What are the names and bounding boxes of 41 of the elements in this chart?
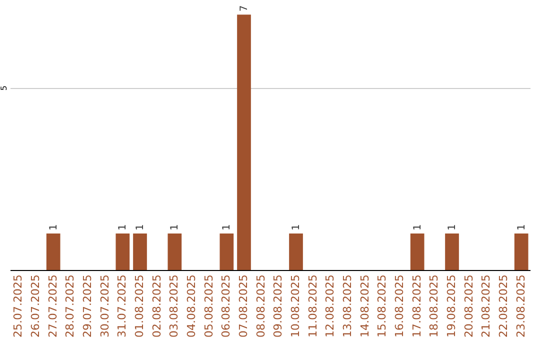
data-label: 1 xyxy=(516,224,528,231)
x-tick-label: 01.08.2025 xyxy=(133,274,146,338)
x-tick-label: 18.08.2025 xyxy=(428,274,441,338)
data-label: 1 xyxy=(170,224,181,231)
x-tick-label: 27.07.2025 xyxy=(46,274,60,338)
y-tick-label: 5 xyxy=(0,86,8,91)
data-label: 1 xyxy=(291,224,302,231)
data-label: 1 xyxy=(118,224,129,231)
x-tick-label: 22.08.2025 xyxy=(497,274,510,338)
data-label: 1 xyxy=(412,224,424,231)
x-tick-label: 29.07.2025 xyxy=(81,274,94,338)
x-tick-label: 19.08.2025 xyxy=(445,274,458,338)
x-tick-label: 14.08.2025 xyxy=(358,274,372,338)
x-tick-label: 21.08.2025 xyxy=(480,274,493,338)
x-tick-label: 09.08.2025 xyxy=(272,274,285,338)
x-tick-label: 16.08.2025 xyxy=(393,274,406,338)
data-label: 1 xyxy=(222,224,233,231)
data-label: 1 xyxy=(135,224,146,231)
x-tick-label: 20.08.2025 xyxy=(462,274,476,338)
x-tick-label: 11.08.2025 xyxy=(306,274,320,338)
x-tick-label: 04.08.2025 xyxy=(185,274,198,338)
x-tick-label: 05.08.2025 xyxy=(202,274,216,338)
x-tick-label: 15.08.2025 xyxy=(376,274,389,338)
x-tick-label: 06.08.2025 xyxy=(220,274,233,338)
x-tick-label: 12.08.2025 xyxy=(324,274,337,338)
x-tick-label: 26.07.2025 xyxy=(29,274,42,338)
data-label: 7 xyxy=(239,5,250,12)
x-tick-label: 28.07.2025 xyxy=(64,274,77,338)
data-label: 1 xyxy=(447,224,458,231)
x-tick-label: 07.08.2025 xyxy=(237,274,250,338)
data-label: 1 xyxy=(48,224,60,231)
x-tick-label: 23.08.2025 xyxy=(514,274,528,338)
x-tick-label: 13.08.2025 xyxy=(341,274,354,338)
x-tick-label: 31.07.2025 xyxy=(116,274,129,338)
x-tick-label: 17.08.2025 xyxy=(410,274,424,338)
x-tick-label: 08.08.2025 xyxy=(254,274,268,338)
x-tick-label: 03.08.2025 xyxy=(168,274,181,338)
x-tick-label: 02.08.2025 xyxy=(150,274,164,338)
x-tick-label: 30.07.2025 xyxy=(98,274,112,338)
x-tick-label: 10.08.2025 xyxy=(289,274,302,338)
x-tick-label: 25.07.2025 xyxy=(12,274,25,338)
